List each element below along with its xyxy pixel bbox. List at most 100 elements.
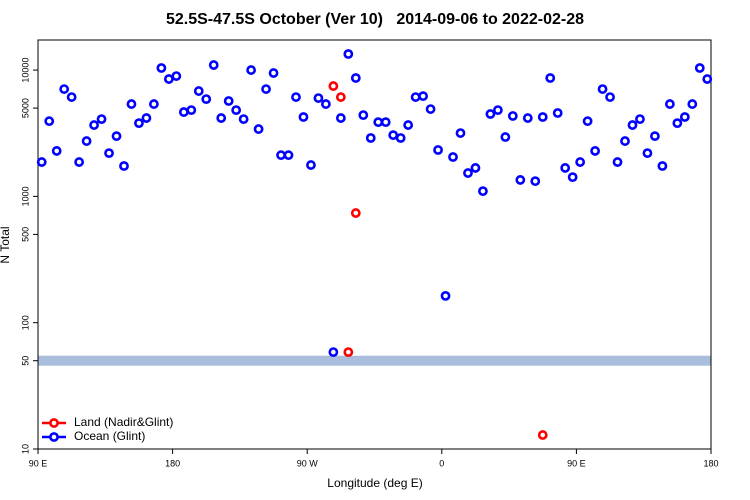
data-point <box>51 146 62 156</box>
data-point <box>597 84 608 94</box>
data-point <box>178 107 189 117</box>
plot-frame <box>37 39 712 450</box>
data-point <box>492 105 503 116</box>
data-point <box>687 99 698 109</box>
data-point <box>96 114 107 125</box>
data-point <box>463 168 473 178</box>
data-point <box>388 130 399 141</box>
data-point <box>448 152 458 162</box>
data-point <box>126 99 137 109</box>
data-point <box>350 73 361 83</box>
data-point <box>672 118 683 129</box>
data-point <box>171 71 182 81</box>
data-point <box>306 160 316 170</box>
data-point <box>328 347 339 357</box>
y-tick-label: 500 <box>20 227 30 242</box>
x-tick-label: 90 E <box>29 458 48 468</box>
data-point <box>433 145 443 155</box>
data-point <box>36 157 47 167</box>
data-point <box>231 105 242 116</box>
data-point <box>208 60 219 70</box>
data-point <box>642 148 653 159</box>
data-point <box>470 163 481 173</box>
chart-title: 52.5S-47.5S October (Ver 10) 2014-09-06 … <box>166 11 584 28</box>
data-point <box>500 132 511 142</box>
data-point <box>201 94 212 105</box>
data-point <box>350 208 361 218</box>
y-tick-label: 100 <box>20 315 30 330</box>
x-tick-label: 90 W <box>297 458 319 468</box>
data-point <box>141 113 152 123</box>
data-point <box>156 63 167 73</box>
reference-band <box>38 355 711 366</box>
legend-label: Land (Nadir&Glint) <box>74 415 173 429</box>
data-point <box>216 113 227 123</box>
data-point <box>620 136 630 146</box>
data-point <box>291 92 301 102</box>
data-point <box>89 120 99 130</box>
data-point <box>358 110 369 121</box>
y-tick-label: 1000 <box>20 186 30 206</box>
data-point <box>111 131 122 142</box>
data-point <box>455 128 466 138</box>
data-point <box>44 116 55 127</box>
data-point <box>223 96 234 106</box>
data-point <box>298 112 309 122</box>
data-point <box>104 148 114 159</box>
data-point <box>186 105 197 116</box>
data-point <box>66 92 77 102</box>
data-point <box>238 114 249 125</box>
data-point <box>276 150 286 161</box>
data-point <box>395 133 406 143</box>
legend-marker <box>49 418 59 428</box>
x-tick-label: 90 E <box>567 458 586 468</box>
data-point <box>328 81 339 91</box>
data-point <box>320 99 331 109</box>
data-point <box>373 117 384 128</box>
data-point <box>560 163 571 173</box>
data-point <box>627 120 638 130</box>
data-point <box>283 150 294 161</box>
data-point <box>582 116 593 127</box>
data-point <box>119 161 129 171</box>
data-point <box>193 86 204 96</box>
legend-label: Ocean (Glint) <box>74 429 145 443</box>
y-tick-label: 10000 <box>20 58 30 83</box>
data-point <box>74 157 85 167</box>
data-point <box>664 99 675 109</box>
x-tick-label: 180 <box>165 458 180 468</box>
data-point <box>515 175 526 185</box>
y-tick-label: 5000 <box>20 98 30 118</box>
y-axis-label: N Total <box>0 226 12 263</box>
data-point <box>575 157 586 167</box>
data-point <box>545 73 556 83</box>
data-point <box>261 84 271 94</box>
data-point <box>522 113 533 123</box>
data-point <box>380 117 391 128</box>
data-point <box>485 109 496 119</box>
data-point <box>163 74 174 84</box>
data-point <box>343 49 354 59</box>
data-point <box>694 63 705 73</box>
data-point <box>268 68 279 78</box>
data-point <box>537 430 548 440</box>
data-point <box>537 112 548 122</box>
data-point <box>679 112 690 122</box>
data-point <box>657 161 668 171</box>
data-point <box>343 347 354 357</box>
band-layer <box>38 355 711 366</box>
data-point <box>605 92 615 102</box>
y-tick-label: 50 <box>20 356 30 366</box>
data-point <box>246 65 257 75</box>
x-tick-label: 0 <box>439 458 444 468</box>
data-point <box>335 113 346 123</box>
data-point <box>650 131 660 142</box>
data-point <box>702 74 713 84</box>
data-point <box>365 133 376 143</box>
data-point <box>612 157 623 167</box>
data-point <box>507 111 518 121</box>
data-point <box>403 120 414 130</box>
data-point <box>410 92 421 102</box>
x-tick-label: 180 <box>703 458 718 468</box>
